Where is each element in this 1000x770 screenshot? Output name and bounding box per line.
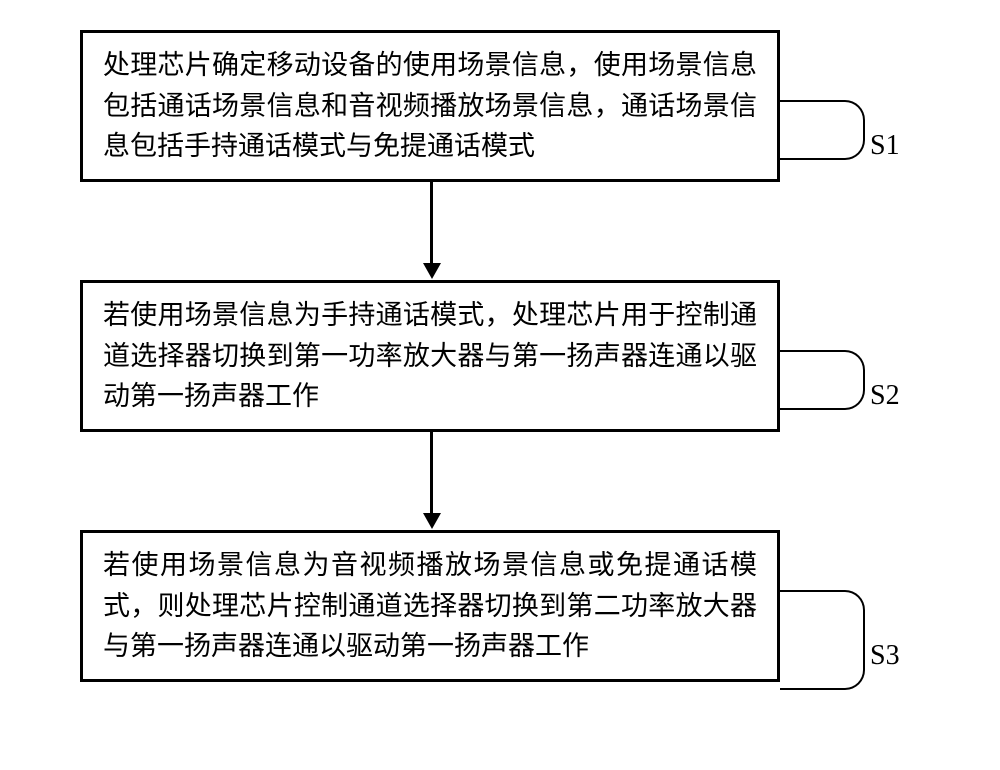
- step-2-text: 若使用场景信息为手持通话模式，处理芯片用于控制通道选择器切换到第一功率放大器与第…: [103, 300, 757, 411]
- connector-1: [780, 100, 865, 160]
- flow-step-1: 处理芯片确定移动设备的使用场景信息，使用场景信息包括通话场景信息和音视频播放场景…: [80, 30, 780, 182]
- flow-step-3: 若使用场景信息为音视频播放场景信息或免提通话模式，则处理芯片控制通道选择器切换到…: [80, 530, 780, 682]
- step-1-text: 处理芯片确定移动设备的使用场景信息，使用场景信息包括通话场景信息和音视频播放场景…: [103, 50, 757, 161]
- arrow-1-to-2: [430, 180, 433, 265]
- arrow-head-icon: [423, 263, 441, 279]
- connector-3: [780, 590, 865, 690]
- step-3-label: S3: [870, 640, 900, 672]
- connector-2: [780, 350, 865, 410]
- arrow-head-icon: [423, 513, 441, 529]
- step-3-text: 若使用场景信息为音视频播放场景信息或免提通话模式，则处理芯片控制通道选择器切换到…: [103, 550, 757, 661]
- flow-step-2: 若使用场景信息为手持通话模式，处理芯片用于控制通道选择器切换到第一功率放大器与第…: [80, 280, 780, 432]
- flowchart-container: 处理芯片确定移动设备的使用场景信息，使用场景信息包括通话场景信息和音视频播放场景…: [0, 0, 1000, 770]
- step-1-label: S1: [870, 130, 900, 162]
- arrow-2-to-3: [430, 430, 433, 515]
- step-2-label: S2: [870, 380, 900, 412]
